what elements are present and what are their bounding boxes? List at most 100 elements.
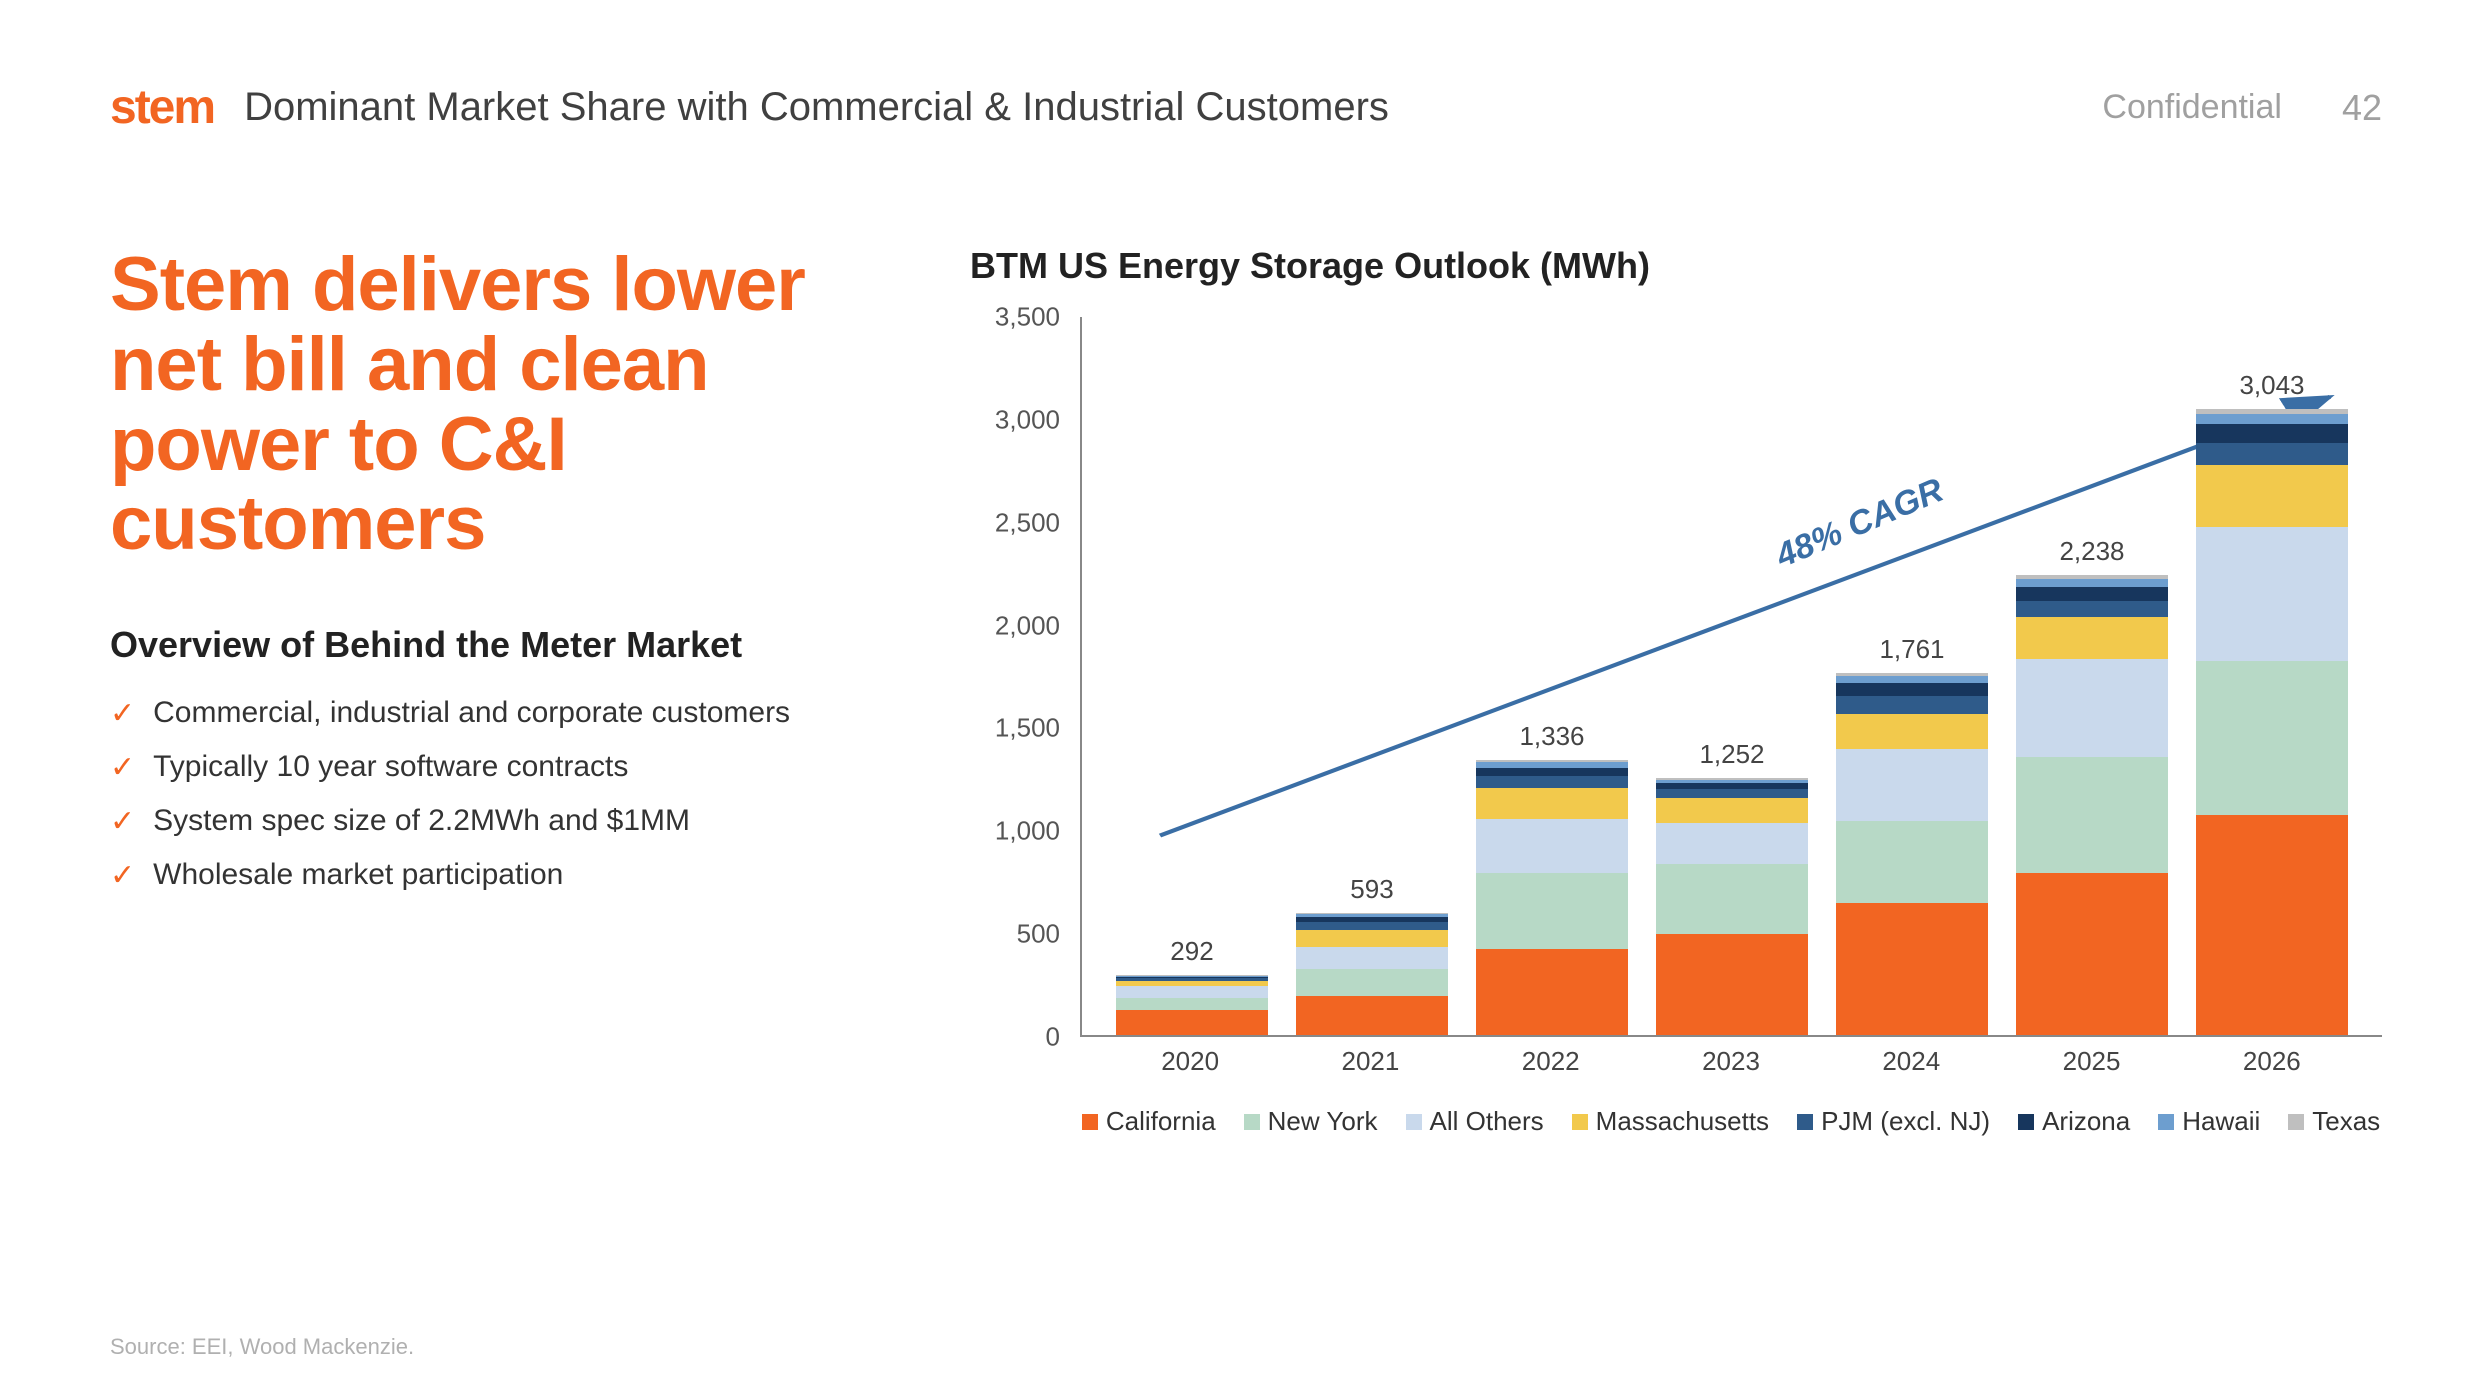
x-tick-label: 2024 [1836,1046,1987,1077]
bar-segment [2196,815,2347,1035]
bar-segment [1836,676,1987,683]
legend-swatch-icon [2288,1114,2304,1130]
page-number: 42 [2342,87,2382,129]
list-item: ✓ System spec size of 2.2MWh and $1MM [110,804,910,840]
bar-segment [2196,661,2347,815]
bar-stack [1296,913,1447,1035]
bar-segment [1656,798,1807,823]
bar-group: 593 [1296,874,1447,1035]
legend-label: Massachusetts [1596,1106,1769,1137]
legend-label: New York [1268,1106,1378,1137]
y-tick-label: 3,000 [995,404,1060,435]
y-tick-label: 2,000 [995,610,1060,641]
bar-segment [1656,823,1807,864]
bar-segment [1116,1010,1267,1035]
bar-segment [1296,930,1447,946]
bar-segment [1836,821,1987,903]
x-tick-label: 2020 [1114,1046,1265,1077]
y-tick-label: 1,000 [995,816,1060,847]
bar-total-label: 3,043 [2239,370,2304,401]
bar-segment [1116,998,1267,1010]
legend-swatch-icon [1797,1114,1813,1130]
legend-item: New York [1244,1106,1378,1137]
chart-container: 05001,0001,5002,0002,5003,0003,500 48% C… [970,317,2382,1137]
bar-segment [2196,443,2347,466]
bar-total-label: 1,252 [1699,739,1764,770]
legend-swatch-icon [2018,1114,2034,1130]
check-icon: ✓ [110,804,135,840]
legend-label: Hawaii [2182,1106,2260,1137]
bar-total-label: 593 [1350,874,1393,905]
bar-stack [2196,409,2347,1035]
bullet-text: System spec size of 2.2MWh and $1MM [153,804,690,838]
y-tick-label: 1,500 [995,713,1060,744]
x-tick-label: 2023 [1655,1046,1806,1077]
legend-swatch-icon [1406,1114,1422,1130]
bar-segment [1476,819,1627,872]
bar-segment [1476,873,1627,949]
x-tick-label: 2021 [1295,1046,1446,1077]
bullet-text: Commercial, industrial and corporate cus… [153,696,790,730]
bar-segment [1296,996,1447,1035]
bar-segment [1656,934,1807,1035]
y-tick-label: 3,500 [995,302,1060,333]
x-tick-label: 2026 [2196,1046,2347,1077]
bar-segment [1656,864,1807,934]
bar-group: 1,336 [1476,721,1627,1035]
bar-stack [1836,673,1987,1035]
legend-item: Arizona [2018,1106,2130,1137]
bar-segment [2196,414,2347,424]
legend-label: PJM (excl. NJ) [1821,1106,1990,1137]
bullet-text: Wholesale market participation [153,858,563,892]
bar-total-label: 292 [1170,936,1213,967]
bar-total-label: 1,336 [1519,721,1584,752]
bar-segment [2016,873,2167,1036]
legend-label: All Others [1430,1106,1544,1137]
bar-segment [1836,696,1987,715]
bar-segment [1116,986,1267,998]
left-column: Stem delivers lower net bill and clean p… [110,245,910,1137]
bar-segment [1296,947,1447,970]
x-axis-labels: 2020202120222023202420252026 [1080,1046,2382,1077]
slide: stem Dominant Market Share with Commerci… [0,0,2492,1400]
bar-segment [2196,465,2347,527]
legend-item: All Others [1406,1106,1544,1137]
check-icon: ✓ [110,696,135,732]
bar-group: 1,252 [1656,739,1807,1035]
bar-stack [2016,575,2167,1035]
bar-segment [2196,527,2347,661]
headline: Stem delivers lower net bill and clean p… [110,245,910,564]
legend-item: Texas [2288,1106,2380,1137]
legend-item: California [1082,1106,1216,1137]
check-icon: ✓ [110,750,135,786]
legend-swatch-icon [1572,1114,1588,1130]
bar-segment [2016,659,2167,758]
bar-segment [2196,424,2347,443]
bar-stack [1656,778,1807,1035]
legend-item: PJM (excl. NJ) [1797,1106,1990,1137]
bar-segment [1296,922,1447,930]
brand-logo: stem [110,80,214,135]
slide-title: Dominant Market Share with Commercial & … [244,85,2072,130]
x-tick-label: 2025 [2016,1046,2167,1077]
bar-segment [1656,789,1807,798]
bar-segment [1476,776,1627,788]
bullet-list: ✓ Commercial, industrial and corporate cu… [110,696,910,894]
list-item: ✓ Commercial, industrial and corporate cu… [110,696,910,732]
bar-stack [1476,760,1627,1035]
legend-swatch-icon [1082,1114,1098,1130]
y-tick-label: 500 [1017,919,1060,950]
bar-segment [1836,714,1987,749]
slide-header: stem Dominant Market Share with Commerci… [110,80,2382,135]
legend-label: California [1106,1106,1216,1137]
bar-segment [1836,683,1987,695]
bar-segment [1836,903,1987,1035]
bar-segment [2016,579,2167,587]
bar-segment [2016,757,2167,872]
bar-segment [2016,601,2167,617]
bar-segment [1836,749,1987,821]
bar-group: 2,238 [2016,536,2167,1035]
subheading: Overview of Behind the Meter Market [110,624,910,666]
confidential-label: Confidential [2102,88,2282,127]
list-item: ✓Typically 10 year software contracts [110,750,910,786]
